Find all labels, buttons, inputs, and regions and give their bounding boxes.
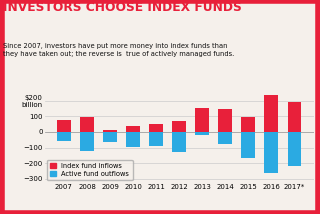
Bar bbox=[218, 132, 232, 144]
Bar bbox=[218, 108, 232, 132]
Bar bbox=[195, 132, 209, 135]
Text: Since 2007, investors have put more money into index funds than
they have taken : Since 2007, investors have put more mone… bbox=[3, 43, 235, 57]
Bar bbox=[242, 132, 255, 158]
Bar bbox=[57, 132, 71, 141]
Text: INVESTORS CHOOSE INDEX FUNDS: INVESTORS CHOOSE INDEX FUNDS bbox=[3, 1, 242, 14]
Bar bbox=[126, 132, 140, 147]
Bar bbox=[103, 132, 117, 142]
Bar bbox=[288, 132, 301, 165]
Bar bbox=[288, 102, 301, 132]
Bar bbox=[172, 132, 186, 152]
Bar bbox=[172, 121, 186, 132]
Bar bbox=[195, 108, 209, 132]
Bar bbox=[242, 117, 255, 132]
Bar bbox=[103, 130, 117, 132]
Bar bbox=[80, 117, 94, 132]
Bar bbox=[265, 132, 278, 173]
Bar bbox=[126, 126, 140, 132]
Bar bbox=[149, 132, 163, 146]
Bar bbox=[149, 124, 163, 132]
Bar bbox=[80, 132, 94, 151]
Bar bbox=[265, 95, 278, 132]
Legend: Index fund inflows, Active fund outflows: Index fund inflows, Active fund outflows bbox=[47, 160, 133, 180]
Bar bbox=[57, 120, 71, 132]
